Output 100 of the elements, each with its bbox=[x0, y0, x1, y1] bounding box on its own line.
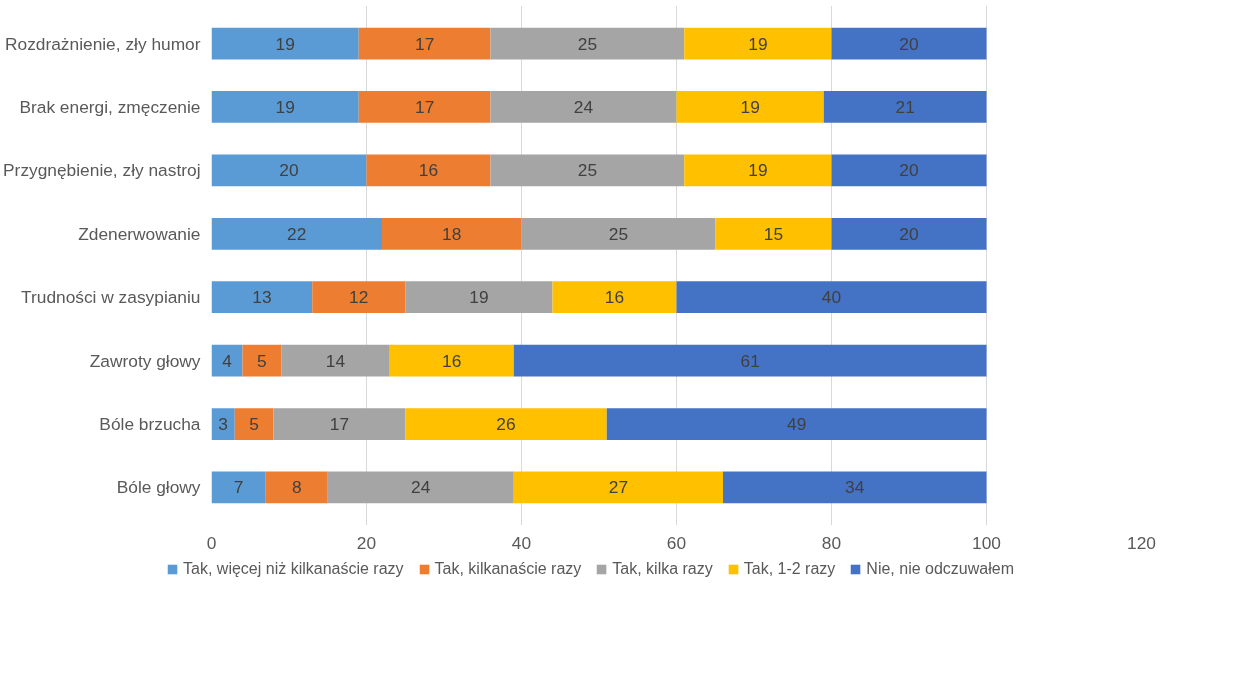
bar bbox=[513, 471, 723, 504]
data-label: 25 bbox=[577, 33, 598, 54]
bar bbox=[211, 91, 359, 123]
data-label: 34 bbox=[845, 477, 865, 498]
bar bbox=[234, 408, 274, 440]
data-label: 17 bbox=[414, 96, 435, 117]
data-label: 20 bbox=[899, 33, 919, 54]
bar bbox=[715, 217, 832, 250]
bar bbox=[831, 27, 987, 60]
y-tick-label: Trudności w zasypianiu bbox=[21, 287, 201, 308]
data-label: 16 bbox=[604, 287, 625, 308]
data-label: 7 bbox=[233, 477, 244, 498]
data-label: 8 bbox=[291, 477, 302, 498]
data-label: 22 bbox=[287, 223, 307, 244]
bar bbox=[676, 91, 824, 123]
bar bbox=[405, 408, 607, 440]
data-label: 27 bbox=[608, 477, 629, 498]
legend-label: Tak, kilkanaście razy bbox=[434, 560, 582, 578]
data-label: 16 bbox=[442, 350, 462, 371]
y-tick-label: Przygnębienie, zły nastroj bbox=[3, 160, 201, 181]
bar bbox=[366, 154, 491, 187]
bar bbox=[405, 281, 553, 314]
bar bbox=[211, 154, 367, 187]
bar bbox=[513, 344, 987, 377]
data-label: 19 bbox=[748, 33, 768, 54]
bar bbox=[684, 154, 832, 187]
bar bbox=[358, 91, 491, 123]
bar bbox=[676, 281, 987, 314]
data-label: 26 bbox=[496, 414, 516, 435]
y-tick-label: Bóle brzucha bbox=[99, 414, 201, 435]
bar bbox=[312, 281, 406, 314]
bar bbox=[831, 217, 987, 250]
data-label: 17 bbox=[329, 414, 350, 435]
data-label: 61 bbox=[740, 350, 760, 371]
x-tick-label: 60 bbox=[666, 532, 687, 553]
legend-label: Tak, kilka razy bbox=[612, 560, 713, 578]
data-label: 4 bbox=[222, 350, 233, 371]
data-label: 19 bbox=[275, 96, 295, 117]
y-tick-label: Rozdrażnienie, zły humor bbox=[4, 33, 201, 54]
x-tick-label: 100 bbox=[972, 532, 1001, 553]
y-tick-label: Zawroty głowy bbox=[89, 350, 201, 371]
bar bbox=[382, 217, 522, 250]
data-label: 49 bbox=[786, 414, 807, 435]
data-label: 19 bbox=[740, 96, 760, 117]
data-label: 24 bbox=[573, 96, 594, 117]
data-label: 18 bbox=[442, 223, 462, 244]
data-label: 19 bbox=[469, 287, 489, 308]
bar bbox=[211, 408, 235, 440]
bar bbox=[831, 154, 987, 187]
x-tick-label: 120 bbox=[1127, 532, 1156, 553]
bar bbox=[606, 408, 987, 440]
data-label: 5 bbox=[249, 414, 259, 435]
data-label: 19 bbox=[275, 33, 295, 54]
data-label: 19 bbox=[748, 160, 768, 181]
y-tick-label: Brak energi, zmęczenie bbox=[19, 96, 201, 117]
data-label: 3 bbox=[218, 414, 228, 435]
bar bbox=[327, 471, 514, 504]
data-label: 40 bbox=[821, 287, 842, 308]
legend-label: Tak, więcej niż kilkanaście razy bbox=[183, 560, 404, 578]
y-tick-label: Bóle głowy bbox=[116, 477, 201, 498]
bar bbox=[273, 408, 406, 440]
bar bbox=[211, 344, 243, 377]
bar bbox=[823, 91, 987, 123]
data-label: 14 bbox=[325, 350, 346, 371]
data-label: 25 bbox=[608, 223, 629, 244]
bar bbox=[242, 344, 282, 377]
x-tick-label: 20 bbox=[356, 532, 377, 553]
legend-label: Nie, nie odczuwałem bbox=[866, 560, 1014, 578]
data-label: 13 bbox=[252, 287, 272, 308]
legend-label: Tak, 1-2 razy bbox=[743, 560, 836, 578]
data-label: 5 bbox=[257, 350, 267, 371]
x-tick-label: 0 bbox=[206, 532, 217, 553]
data-label: 15 bbox=[763, 223, 784, 244]
x-tick-label: 80 bbox=[821, 532, 842, 553]
bar bbox=[490, 154, 685, 187]
y-tick-label: Zdenerwowanie bbox=[78, 223, 201, 244]
bar bbox=[211, 281, 313, 314]
bar bbox=[281, 344, 390, 377]
bar bbox=[490, 27, 685, 60]
data-label: 16 bbox=[418, 160, 439, 181]
bar bbox=[211, 471, 266, 504]
data-label: 25 bbox=[577, 160, 598, 181]
bar bbox=[211, 27, 359, 60]
data-label: 12 bbox=[349, 287, 369, 308]
bar bbox=[521, 217, 716, 250]
bar bbox=[211, 217, 382, 250]
data-label: 24 bbox=[411, 477, 431, 498]
bar bbox=[490, 91, 677, 123]
bar bbox=[389, 344, 514, 377]
data-label: 17 bbox=[414, 33, 435, 54]
data-label: 20 bbox=[899, 160, 919, 181]
bar bbox=[265, 471, 328, 504]
bar bbox=[684, 27, 832, 60]
data-label: 21 bbox=[895, 96, 915, 117]
bar bbox=[552, 281, 677, 314]
bar bbox=[358, 27, 491, 60]
data-label: 20 bbox=[279, 160, 299, 181]
x-tick-label: 40 bbox=[511, 532, 532, 553]
data-label: 20 bbox=[899, 223, 919, 244]
bar bbox=[723, 471, 987, 504]
